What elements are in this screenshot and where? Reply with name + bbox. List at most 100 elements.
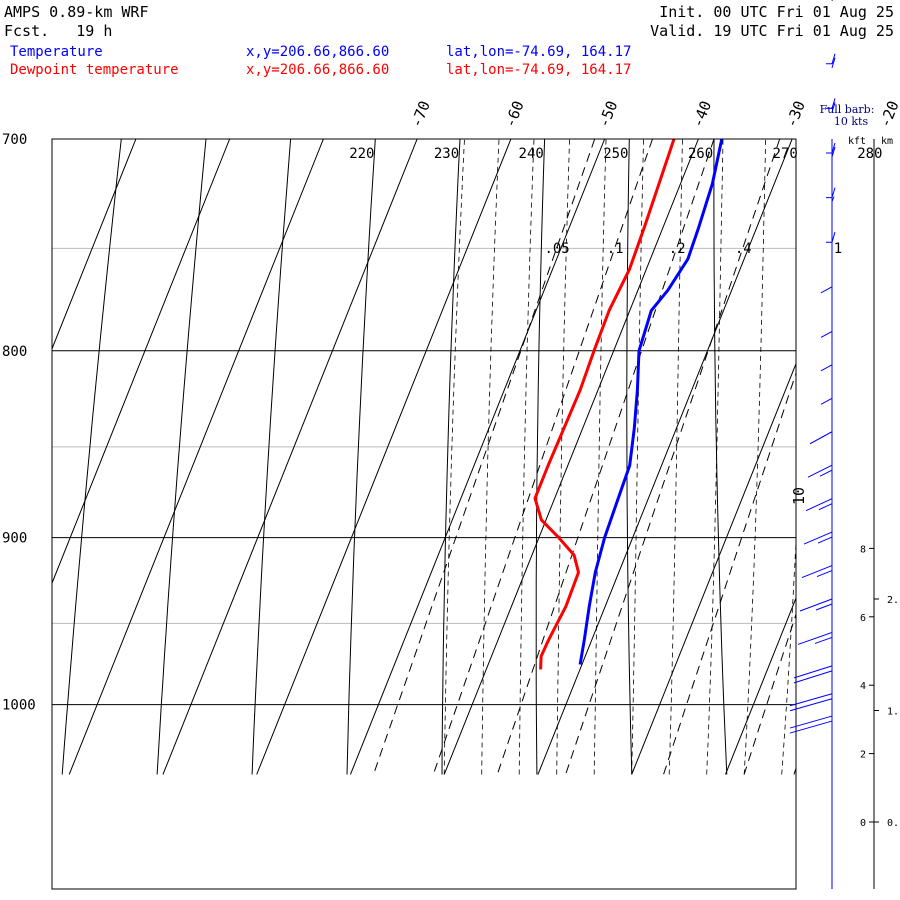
isotherm-line — [68, 139, 324, 775]
kft-tick-label: 4 — [860, 681, 866, 692]
theta-label: 270 — [773, 146, 798, 162]
theta-label: 230 — [434, 146, 459, 162]
km-tick-label: 0. — [887, 818, 899, 829]
dry-adiabat-line — [883, 139, 900, 775]
isotherm-label: -30 — [782, 98, 809, 130]
mixing-ratio-line — [373, 139, 596, 775]
wind-barb — [826, 187, 836, 202]
plot-frame — [51, 138, 797, 890]
wind-barb — [826, 98, 836, 113]
forecast-hour: Fcst. 19 h — [4, 22, 113, 40]
mixing-ratio-label: .4 — [735, 241, 752, 257]
wind-barb — [797, 631, 833, 645]
isotherm-line — [443, 139, 699, 775]
dry-adiabat-line — [626, 139, 633, 775]
mixing-ratio-line — [496, 139, 715, 775]
kft-tick-label: 2 — [860, 750, 866, 761]
dewpoint-profile — [533, 139, 676, 670]
dry-adiabat-line — [713, 139, 728, 775]
isotherm-label: -20 — [876, 98, 900, 130]
wind-barb — [809, 431, 833, 445]
dry-adiabat-line — [251, 139, 292, 775]
full-barb-label: Full barb: — [820, 103, 875, 116]
temperature-xy: x,y=206.66,866.60 — [246, 44, 390, 60]
wind-barb — [807, 464, 833, 478]
moist-adiabat-line — [819, 139, 858, 775]
moist-adiabat-line — [857, 139, 900, 775]
profiles — [533, 139, 724, 670]
init-time: Init. 00 UTC Fri 01 Aug 25 — [659, 3, 894, 21]
moist-adiabat-line — [668, 139, 683, 775]
theta-label: 220 — [349, 146, 374, 162]
mixing-ratio-line — [565, 139, 781, 775]
wind-barb — [799, 598, 833, 612]
pressure-tick-label: 800 — [2, 344, 27, 360]
moist-adiabat-line — [706, 139, 724, 775]
moist-adiabat-line — [781, 534, 796, 775]
pressure-tick-label: 700 — [2, 132, 27, 148]
temperature-latlon: lat,lon=-74.69, 164.17 — [446, 44, 632, 60]
isotherm-label: -40 — [688, 98, 715, 130]
pressure-tick-label: 1000 — [2, 698, 36, 714]
isotherm-line — [349, 139, 606, 775]
dry-adiabat-line — [441, 139, 461, 775]
theta-label: 240 — [519, 146, 544, 162]
dry-adiabat-line — [346, 139, 376, 775]
wind-barb — [826, 232, 836, 243]
isotherm-line — [162, 139, 418, 775]
mixing-ratio-line — [884, 139, 900, 775]
isotherm-label: -60 — [501, 98, 528, 130]
mixing-ratio-line — [432, 139, 653, 775]
diagram-lines — [52, 139, 900, 775]
mixing-ratio-label: .05 — [544, 241, 569, 257]
isotherm-label: -70 — [407, 98, 434, 130]
km-tick-label: 1. — [887, 707, 899, 718]
moist-adiabat-line — [518, 139, 535, 775]
isotherm-line — [724, 596, 796, 775]
mixing-ratio-line — [831, 139, 900, 775]
theta-label: 260 — [688, 146, 713, 162]
isotherm-line — [256, 139, 512, 775]
wind-barb — [820, 330, 833, 338]
model-title: AMPS 0.89-km WRF — [4, 3, 149, 21]
barb-kts-label: 10 kts — [834, 115, 869, 128]
mixing-ratio-label: .2 — [669, 241, 686, 257]
km-label: km — [881, 136, 893, 147]
wind-barb — [831, 0, 833, 2]
isotherm-label: -50 — [595, 98, 622, 130]
isotherm-line — [819, 139, 900, 774]
isotherm-line — [52, 139, 231, 585]
pressure-tick-label: 900 — [2, 531, 27, 547]
dry-adiabat-line — [799, 139, 822, 775]
dewpoint-latlon: lat,lon=-74.69, 164.17 — [446, 62, 632, 78]
dewpoint-xy: x,y=206.66,866.60 — [246, 62, 390, 78]
dry-adiabat-line — [61, 139, 122, 775]
dry-adiabat-line — [156, 139, 207, 775]
wind-barb — [820, 286, 833, 294]
temperature-profile — [578, 139, 724, 665]
wind-barb — [793, 665, 833, 684]
kft-tick-label: 8 — [860, 544, 866, 555]
wind-panel: Full barb: 10 kts kft km 0 2 4 6 8 0. 1. 2. — [789, 0, 899, 889]
mixing-ratio-label: .1 — [607, 241, 624, 257]
wind-barb — [789, 715, 833, 734]
wind-barb — [826, 142, 836, 158]
isotherm-line — [537, 139, 793, 775]
wind-barb — [820, 364, 833, 372]
moist-adiabat-line — [894, 139, 900, 775]
mixing-ratio-label: 1 — [834, 241, 842, 257]
legend-dewpoint: Dewpoint temperature — [10, 62, 179, 78]
moist-adiabat-line — [743, 139, 766, 775]
mixing-ratio-line — [663, 371, 796, 775]
kft-tick-label: 0 — [860, 818, 866, 829]
mixing-ratio-line — [793, 766, 796, 775]
wind-barb — [801, 565, 833, 579]
km-tick-label: 2. — [887, 595, 899, 606]
wind-barb — [805, 498, 833, 512]
wind-barb — [789, 693, 833, 712]
dry-adiabat-line — [535, 139, 546, 775]
mixing-ratio-line — [743, 612, 796, 775]
moist-adiabat-line — [593, 139, 607, 775]
valid-time: Valid. 19 UTC Fri 01 Aug 25 — [650, 22, 894, 40]
